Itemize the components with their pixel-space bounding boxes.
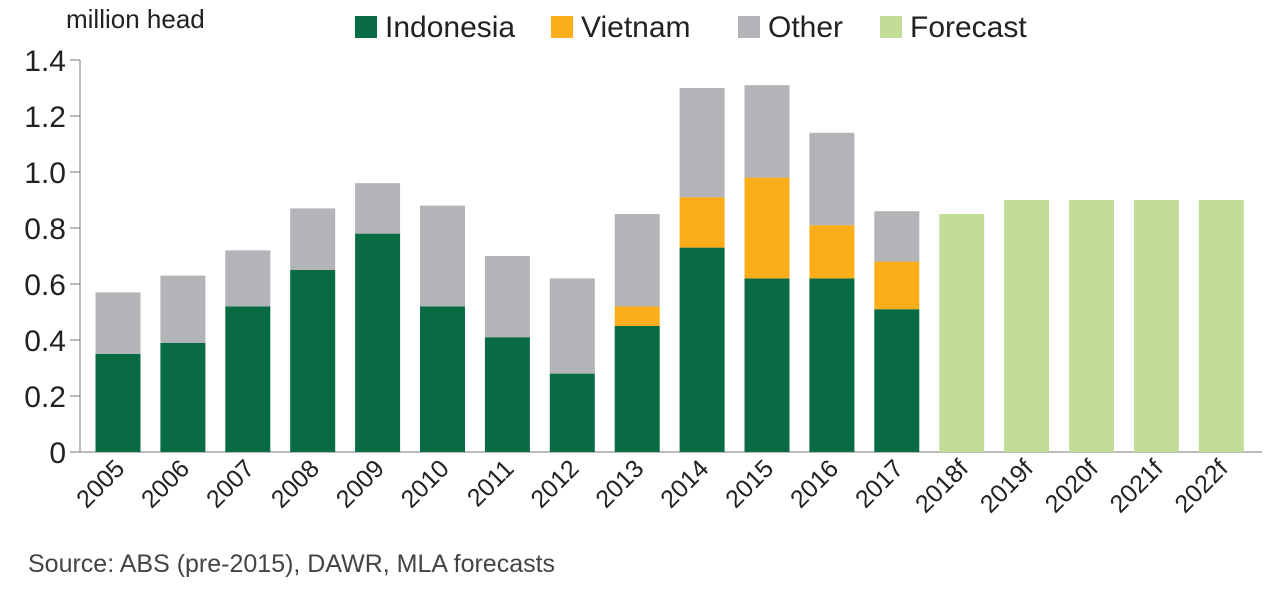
x-tick-label: 2013	[590, 454, 649, 513]
bar-other	[355, 183, 401, 234]
bar-indonesia	[484, 337, 530, 452]
bar-indonesia	[614, 326, 660, 452]
y-tick-label: 0	[49, 437, 66, 470]
bar-other	[614, 214, 660, 307]
bar-indonesia	[549, 373, 595, 452]
bar-indonesia	[420, 306, 465, 452]
x-tick-label: 2006	[136, 454, 195, 513]
bar-other	[160, 275, 206, 343]
bar-other	[95, 292, 141, 354]
x-tick-label: 2010	[396, 454, 455, 513]
bar-other	[744, 85, 790, 178]
bar-forecast	[939, 214, 985, 452]
bar-other	[290, 208, 336, 270]
bar-other	[874, 211, 920, 262]
legend-swatch-forecast	[880, 16, 902, 38]
x-tick-label: 2020f	[1040, 454, 1104, 518]
bar-vietnam	[809, 225, 855, 279]
x-tick-label: 2018f	[910, 454, 974, 518]
y-tick-label: 1.4	[24, 45, 66, 78]
y-tick-label: 0.6	[24, 269, 66, 302]
y-tick-label: 0.4	[24, 325, 66, 358]
source-note: Source: ABS (pre-2015), DAWR, MLA foreca…	[28, 550, 556, 578]
x-tick-label: 2022f	[1170, 454, 1234, 518]
x-tick-label: 2019f	[975, 454, 1039, 518]
legend-swatch-indonesia	[355, 16, 377, 38]
legend-swatch-vietnam	[551, 16, 573, 38]
bar-indonesia	[225, 306, 271, 452]
legend-label-vietnam: Vietnam	[581, 11, 691, 44]
legend-label-forecast: Forecast	[910, 11, 1027, 44]
bar-forecast	[1004, 200, 1050, 452]
bar-indonesia	[809, 278, 855, 452]
legend-label-other: Other	[768, 11, 843, 44]
bar-indonesia	[160, 342, 206, 452]
x-tick-label: 2016	[785, 454, 844, 513]
bar-other	[549, 278, 595, 374]
bar-forecast	[1133, 200, 1179, 452]
bar-vietnam	[614, 306, 660, 326]
x-tick-label: 2014	[655, 454, 714, 513]
bar-other	[679, 88, 725, 198]
x-tick-label: 2008	[266, 454, 325, 513]
bar-indonesia	[290, 270, 336, 452]
y-axis-label: million head	[66, 4, 205, 34]
bar-indonesia	[744, 278, 790, 452]
x-tick-label: 2021f	[1105, 454, 1169, 518]
x-tick-label: 2005	[71, 454, 130, 513]
y-tick-label: 1.0	[24, 157, 66, 190]
x-tick-label: 2017	[850, 454, 909, 513]
bar-other	[484, 256, 530, 338]
x-tick-label: 2009	[331, 454, 390, 513]
y-tick-label: 0.2	[24, 381, 66, 414]
x-tick-label: 2007	[201, 454, 260, 513]
bar-indonesia	[355, 233, 401, 452]
y-tick-label: 0.8	[24, 213, 66, 246]
bar-vietnam	[874, 261, 920, 310]
x-tick-label: 2015	[720, 454, 779, 513]
bar-other	[420, 205, 465, 307]
bar-forecast	[1198, 200, 1244, 452]
bar-indonesia	[679, 247, 725, 452]
legend-swatch-other	[738, 16, 760, 38]
bar-indonesia	[874, 309, 920, 452]
bar-indonesia	[95, 354, 141, 452]
bar-forecast	[1069, 200, 1114, 452]
legend-label-indonesia: Indonesia	[385, 11, 515, 44]
bar-vietnam	[744, 177, 790, 279]
bar-other	[225, 250, 271, 307]
bar-vietnam	[679, 197, 725, 248]
x-tick-label: 2012	[525, 454, 584, 513]
bar-other	[809, 132, 855, 226]
y-tick-label: 1.2	[24, 101, 66, 134]
x-tick-label: 2011	[462, 454, 520, 512]
